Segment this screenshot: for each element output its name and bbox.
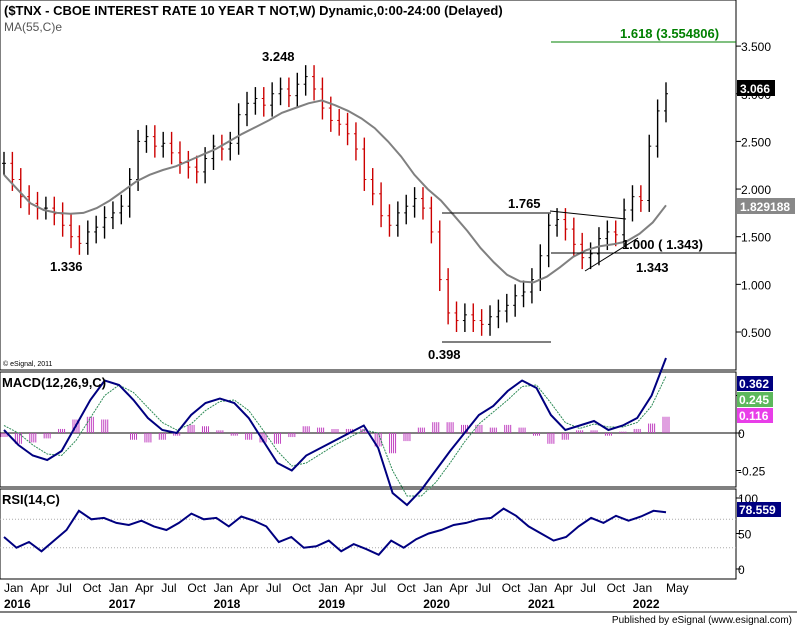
price-tick-label: 2.500 <box>741 135 771 149</box>
price-tick-label: 2.000 <box>741 183 771 197</box>
month-label: Oct <box>607 581 626 595</box>
year-label: 2022 <box>633 597 660 611</box>
month-label: Oct <box>187 581 206 595</box>
ma-indicator-label: MA(55,C)e <box>4 20 62 34</box>
triangle-upper-line <box>549 210 627 220</box>
macd-line <box>3 357 667 507</box>
time-axis: Jan Apr Jul Oct Jan Apr Jul Oct Jan Apr Jul Oct Jan A… <box>4 581 689 611</box>
rsi-value-label: 78.559 <box>739 503 776 517</box>
rsi-tick-label: 0 <box>738 563 745 577</box>
last-price-label: 3.066 <box>740 82 770 96</box>
price-axis: 3.5003.0002.5002.0001.5001.0000.5003.066… <box>736 40 795 340</box>
price-series: 3.248 1.336 0.398 1.765 1.343 1.000 ( 1.343) 1… <box>2 26 736 362</box>
last-price-box <box>737 80 775 96</box>
year-label: 2021 <box>528 597 555 611</box>
annotation-high-2021: 1.765 <box>508 196 541 211</box>
price-tick-label: 0.500 <box>741 326 771 340</box>
fib-1618-label: 1.618 (3.554806) <box>620 26 719 41</box>
rsi-value-box <box>737 502 781 517</box>
month-label: Oct <box>397 581 416 595</box>
annotation-low-2016: 1.336 <box>50 259 83 274</box>
month-label: Jul <box>371 581 386 595</box>
year-label: 2020 <box>423 597 450 611</box>
month-label: Jan <box>633 581 652 595</box>
month-label: Jan <box>423 581 442 595</box>
hist-value-label: 0.116 <box>739 409 769 423</box>
fib-100-label: 1.000 ( 1.343) <box>622 237 703 252</box>
ma55-line <box>3 99 667 284</box>
month-label: Oct <box>83 581 102 595</box>
year-label: 2018 <box>214 597 241 611</box>
rsi-panel-frame <box>0 488 737 580</box>
rsi-tick-label: 50 <box>738 528 752 542</box>
month-label: Jan <box>528 581 547 595</box>
ma-value-box <box>737 198 795 214</box>
annotation-low-2020: 0.398 <box>428 347 461 362</box>
month-label: May <box>666 581 689 595</box>
month-label: Jan <box>4 581 23 595</box>
month-label: Jan <box>109 581 128 595</box>
chart-title: ($TNX - CBOE INTEREST RATE 10 YEAR T NOT… <box>4 3 503 18</box>
month-label: Jul <box>161 581 176 595</box>
year-label: 2017 <box>109 597 136 611</box>
month-label: Jul <box>580 581 595 595</box>
price-tick-label: 1.000 <box>741 278 771 292</box>
month-label: Jan <box>214 581 233 595</box>
signal-value-box <box>737 392 773 407</box>
price-tick-label: 3.500 <box>741 40 771 54</box>
month-label: Apr <box>554 581 573 595</box>
month-label: Apr <box>30 581 49 595</box>
month-label: Apr <box>240 581 259 595</box>
macd-title: MACD(12,26,9,C) <box>2 375 106 390</box>
month-label: Oct <box>292 581 311 595</box>
rsi-title: RSI(14,C) <box>2 492 60 507</box>
annotation-high-2018: 3.248 <box>262 49 295 64</box>
month-label: Jan <box>318 581 337 595</box>
macd-tick-label: 0 <box>738 427 745 441</box>
month-label: Jul <box>476 581 491 595</box>
hist-value-box <box>737 408 773 423</box>
copyright-note: © eSignal, 2011 <box>3 360 53 368</box>
year-label: 2019 <box>318 597 345 611</box>
annotation-low-2021: 1.343 <box>636 260 669 275</box>
month-label: Oct <box>502 581 521 595</box>
triangle-lower-line <box>584 237 639 272</box>
month-label: Jul <box>56 581 71 595</box>
macd-signal-line <box>3 375 667 497</box>
macd-value-box <box>737 376 773 391</box>
month-label: Apr <box>449 581 468 595</box>
macd-panel-frame <box>0 371 737 488</box>
price-tick-label: 1.500 <box>741 231 771 245</box>
footer-text: Published by eSignal (www.esignal.com) <box>612 615 792 626</box>
month-label: Jul <box>266 581 281 595</box>
ma-value-label: 1.829188 <box>740 200 790 214</box>
macd-value-label: 0.362 <box>739 377 769 391</box>
month-label: Apr <box>345 581 364 595</box>
rsi-line <box>3 507 667 557</box>
main-panel-frame <box>0 0 737 371</box>
month-label: Apr <box>135 581 154 595</box>
macd-tick-label: -0.25 <box>738 465 766 479</box>
signal-value-label: 0.245 <box>739 393 769 407</box>
year-label: 2016 <box>4 597 31 611</box>
